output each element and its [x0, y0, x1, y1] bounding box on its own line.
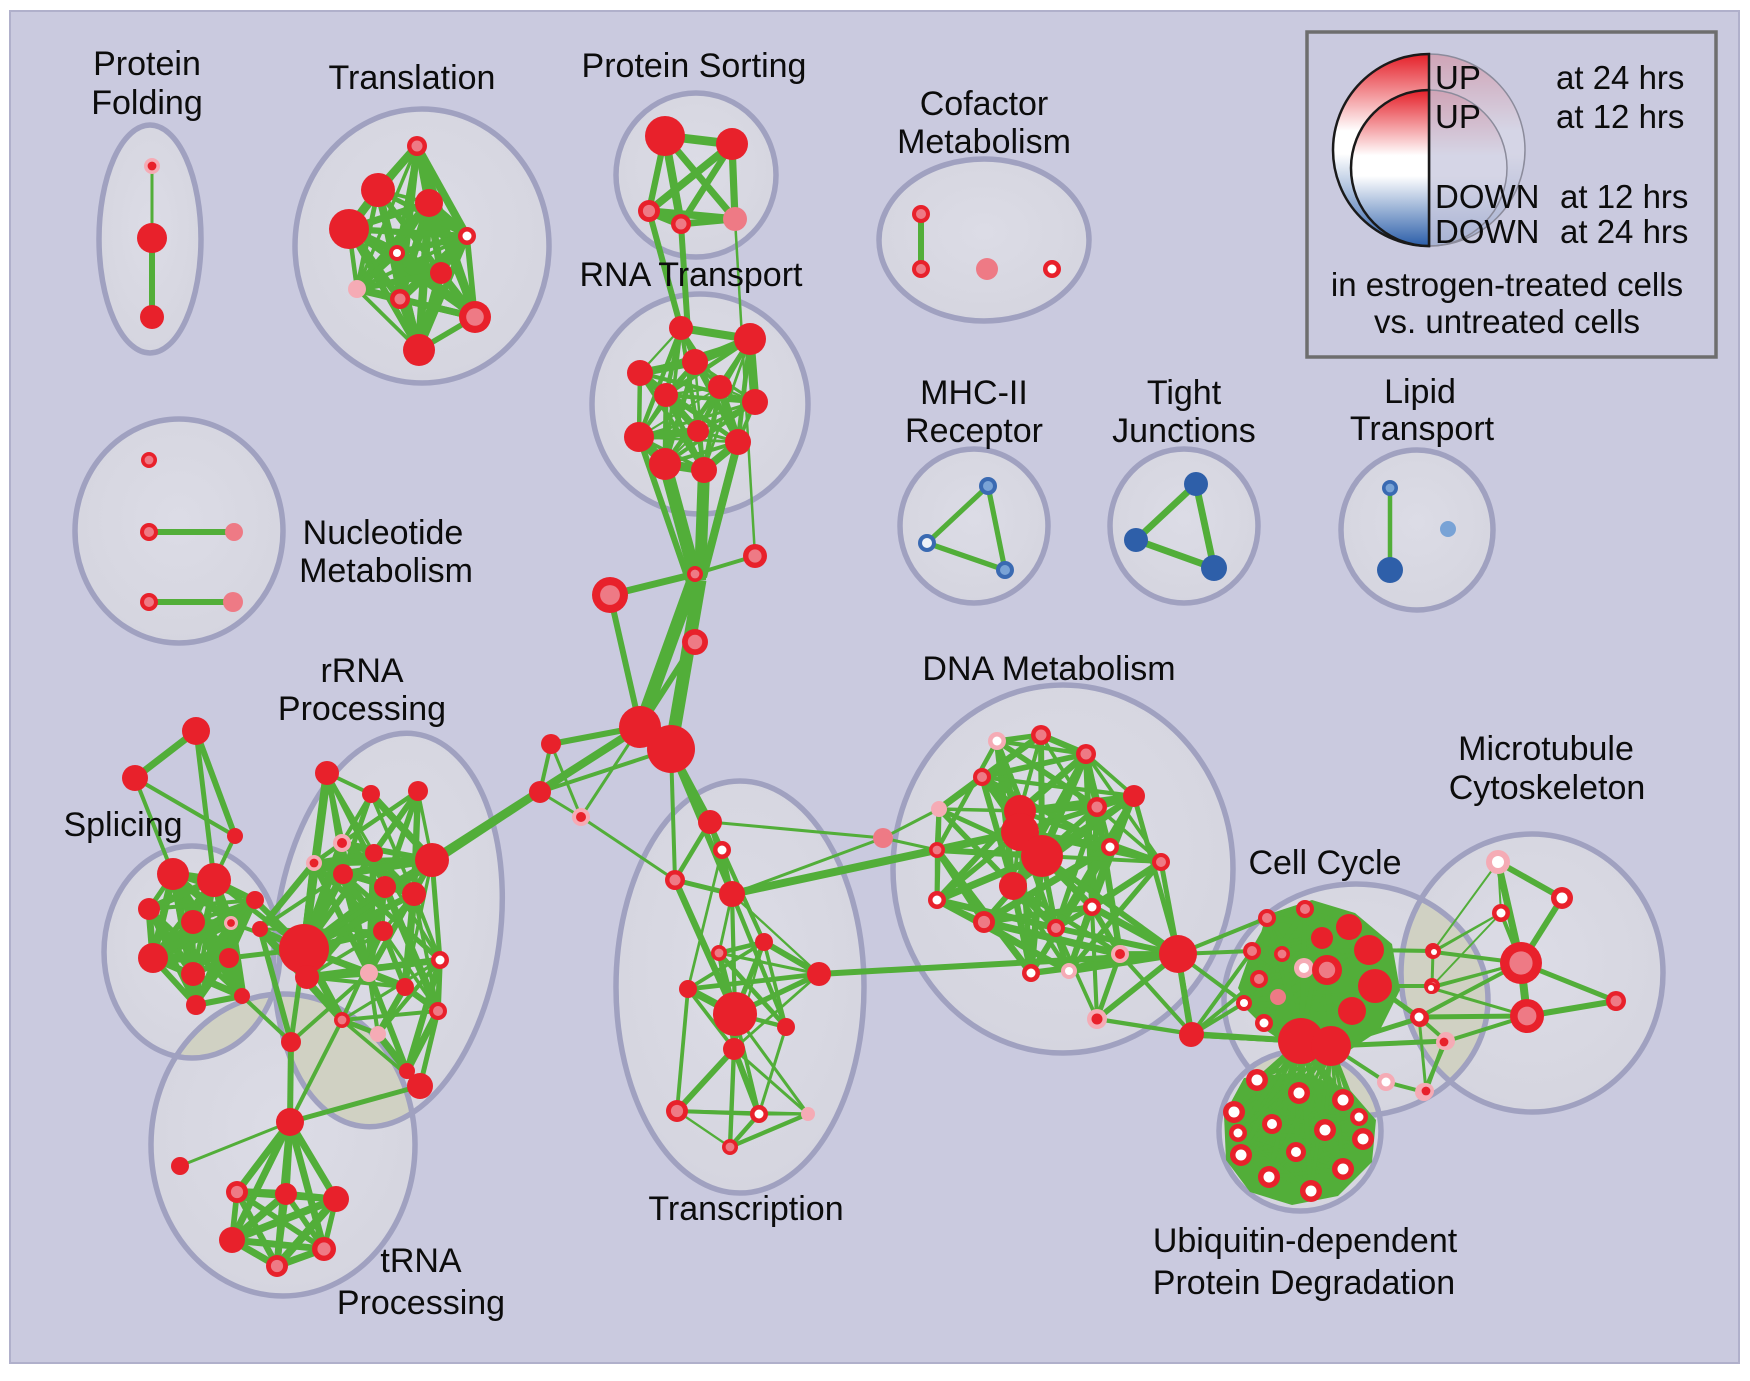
svg-text:Translation: Translation — [329, 59, 496, 97]
svg-text:Metabolism: Metabolism — [897, 123, 1071, 161]
svg-text:Protein Sorting: Protein Sorting — [582, 47, 807, 85]
svg-text:Cytoskeleton: Cytoskeleton — [1449, 769, 1646, 807]
svg-text:DOWN: DOWN — [1435, 178, 1539, 215]
svg-text:rRNA: rRNA — [320, 652, 403, 690]
svg-text:RNA Transport: RNA Transport — [580, 256, 804, 294]
svg-text:Metabolism: Metabolism — [299, 552, 473, 590]
svg-text:Folding: Folding — [91, 84, 203, 122]
svg-text:vs. untreated cells: vs. untreated cells — [1374, 303, 1640, 340]
svg-text:Microtubule: Microtubule — [1458, 730, 1634, 768]
svg-text:Cofactor: Cofactor — [920, 85, 1049, 123]
svg-text:DOWN: DOWN — [1435, 213, 1539, 250]
svg-text:Receptor: Receptor — [905, 412, 1043, 450]
svg-text:at 12 hrs: at 12 hrs — [1556, 98, 1684, 135]
svg-text:UP: UP — [1435, 59, 1481, 96]
svg-text:Tight: Tight — [1147, 374, 1222, 412]
svg-text:Processing: Processing — [337, 1284, 505, 1322]
svg-text:in estrogen-treated cells: in estrogen-treated cells — [1331, 266, 1683, 303]
svg-text:Transport: Transport — [1350, 410, 1495, 448]
svg-text:Processing: Processing — [278, 690, 446, 728]
svg-text:Protein Degradation: Protein Degradation — [1153, 1264, 1455, 1302]
svg-text:Junctions: Junctions — [1112, 412, 1256, 450]
svg-text:at 24 hrs: at 24 hrs — [1560, 213, 1688, 250]
svg-text:tRNA: tRNA — [380, 1242, 462, 1280]
svg-text:MHC-II: MHC-II — [920, 374, 1028, 412]
svg-text:UP: UP — [1435, 98, 1481, 135]
svg-text:Nucleotide: Nucleotide — [303, 514, 464, 552]
svg-text:Splicing: Splicing — [63, 806, 182, 844]
svg-text:DNA Metabolism: DNA Metabolism — [922, 650, 1175, 688]
svg-text:Protein: Protein — [93, 45, 201, 83]
svg-text:Cell Cycle: Cell Cycle — [1248, 844, 1401, 882]
svg-text:Ubiquitin-dependent: Ubiquitin-dependent — [1153, 1222, 1458, 1260]
svg-text:Transcription: Transcription — [648, 1190, 843, 1228]
svg-text:at 12 hrs: at 12 hrs — [1560, 178, 1688, 215]
svg-text:Lipid: Lipid — [1384, 373, 1456, 411]
svg-text:at 24 hrs: at 24 hrs — [1556, 59, 1684, 96]
